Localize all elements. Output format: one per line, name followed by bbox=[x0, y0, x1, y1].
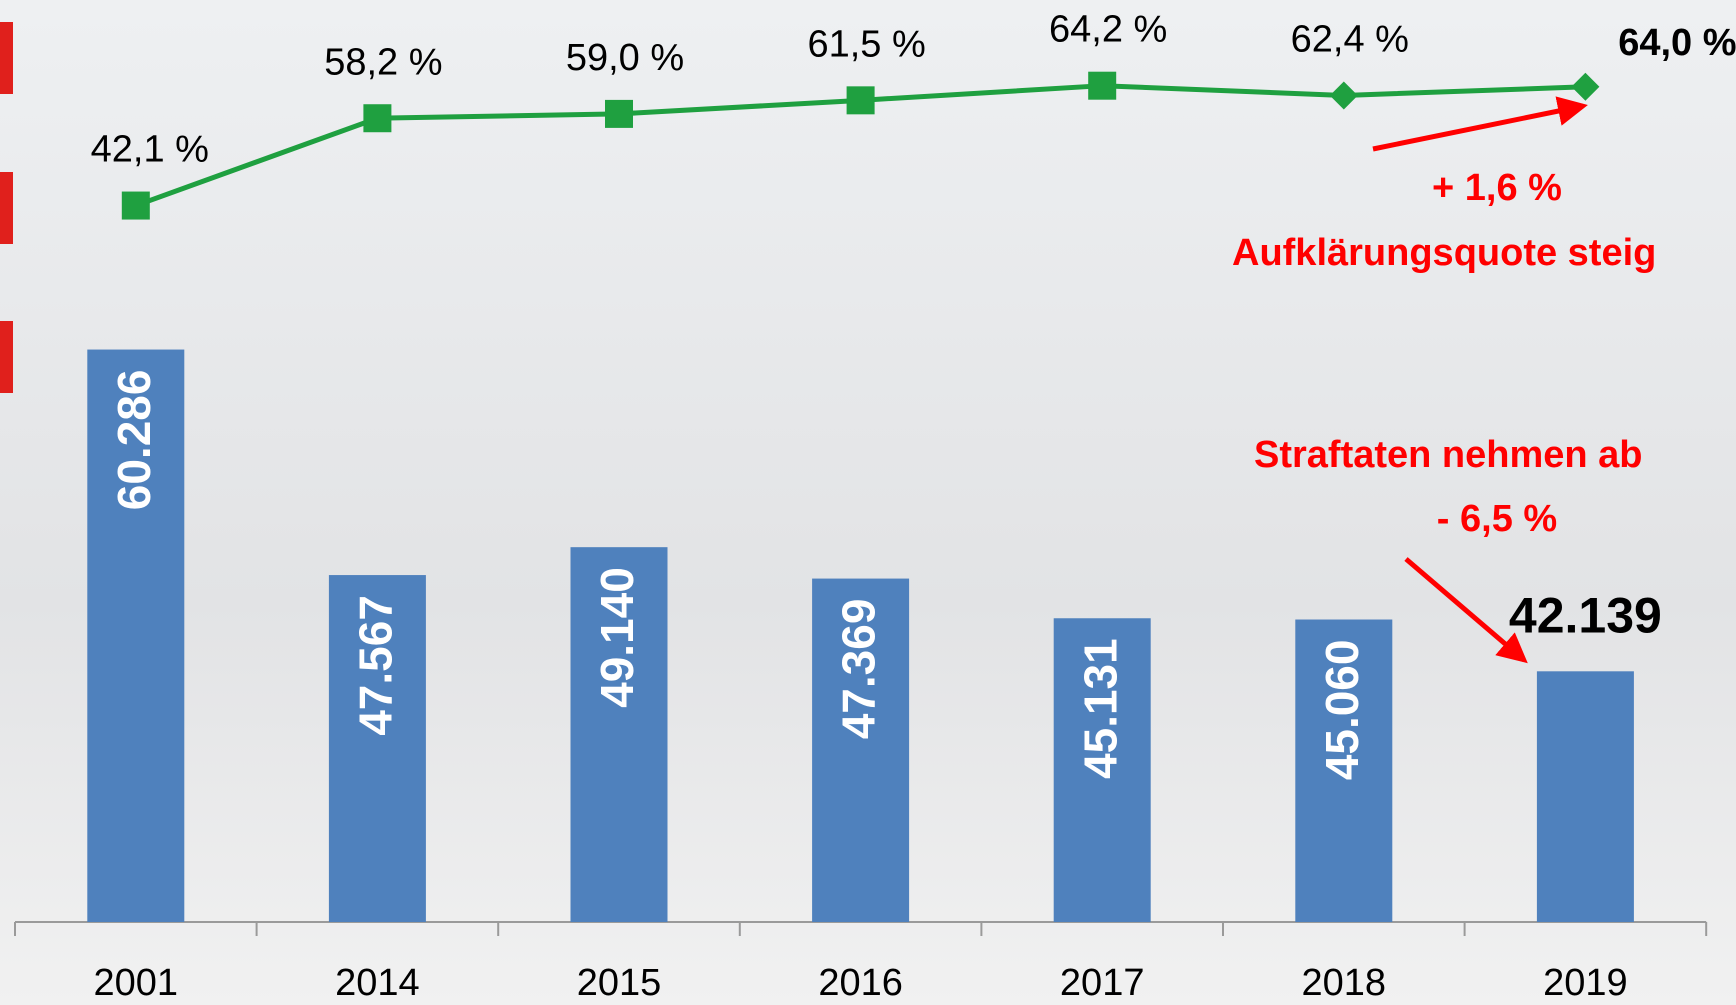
bar bbox=[87, 349, 185, 922]
side-mark bbox=[0, 321, 13, 393]
x-tick-label: 2015 bbox=[577, 962, 662, 1004]
bar bbox=[1536, 671, 1634, 922]
annotation-arrow bbox=[1372, 96, 1588, 152]
line-marker bbox=[363, 104, 392, 133]
line-marker bbox=[1088, 71, 1117, 100]
annotation-arrow bbox=[1404, 557, 1528, 664]
bar-value-label: 45.060 bbox=[1316, 640, 1368, 781]
bar-value-label: 47.369 bbox=[833, 599, 885, 740]
line-value-label: 64,2 % bbox=[1049, 9, 1167, 51]
side-mark bbox=[0, 172, 13, 244]
bar bbox=[328, 575, 426, 922]
annotation: Aufklärungsquote steig bbox=[1232, 232, 1656, 274]
line-marker bbox=[1571, 72, 1600, 101]
bar bbox=[570, 547, 668, 922]
bar bbox=[812, 578, 910, 922]
x-tick-label: 2016 bbox=[818, 962, 903, 1004]
line-marker bbox=[1329, 81, 1358, 110]
bar bbox=[1053, 618, 1151, 922]
bar-value-label: 42.139 bbox=[1509, 588, 1662, 644]
x-tick-label: 2017 bbox=[1060, 962, 1145, 1004]
x-tick-label: 2018 bbox=[1302, 962, 1387, 1004]
line-value-label: 64,0 % bbox=[1618, 22, 1736, 64]
line-marker bbox=[605, 99, 633, 128]
line-value-label: 62,4 % bbox=[1291, 18, 1409, 60]
line-marker bbox=[121, 191, 150, 220]
bar-value-label: 60.286 bbox=[108, 370, 160, 511]
annotation: - 6,5 % bbox=[1437, 498, 1557, 540]
bar-value-label: 47.567 bbox=[350, 595, 402, 736]
line-marker bbox=[846, 86, 875, 115]
line-value-label: 59,0 % bbox=[566, 37, 684, 79]
line-value-label: 61,5 % bbox=[807, 23, 925, 65]
x-tick-label: 2019 bbox=[1543, 962, 1628, 1004]
side-mark bbox=[0, 22, 13, 94]
annotation: + 1,6 % bbox=[1432, 167, 1562, 209]
bar bbox=[1295, 619, 1393, 922]
annotation: Straftaten nehmen ab bbox=[1254, 434, 1643, 476]
x-tick-label: 2014 bbox=[335, 962, 420, 1004]
line-value-label: 58,2 % bbox=[324, 41, 442, 83]
x-tick-label: 2001 bbox=[94, 962, 179, 1004]
bar-value-label: 49.140 bbox=[591, 567, 643, 708]
line-value-label: 42,1 % bbox=[91, 129, 209, 171]
bar-value-label: 45.131 bbox=[1074, 638, 1126, 779]
